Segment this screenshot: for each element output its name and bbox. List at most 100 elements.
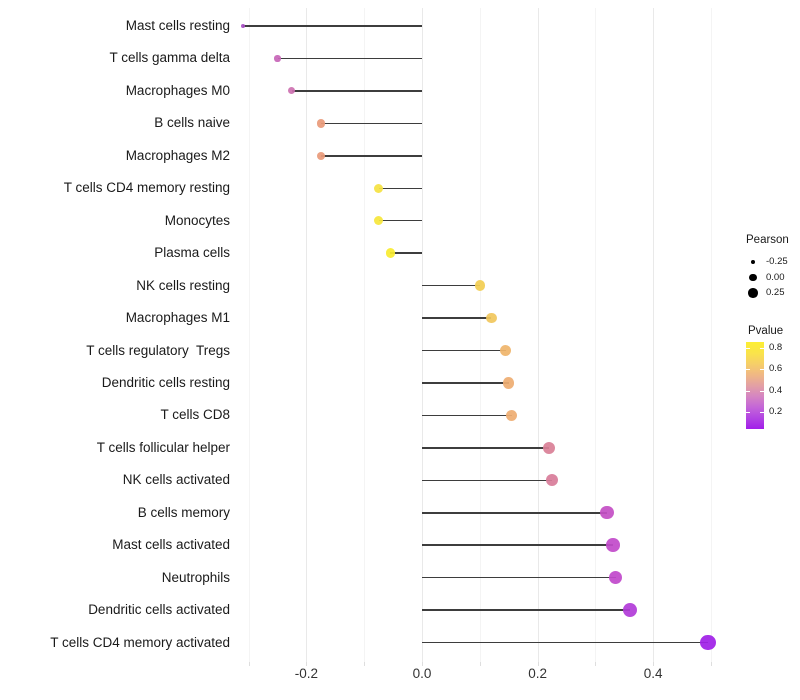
category-label: T cells follicular helper [96,439,230,455]
legend-size-dot [750,259,756,265]
lollipop-stem [291,90,422,92]
category-label: Monocytes [164,212,230,228]
category-label: T cells gamma delta [109,50,230,66]
legend-size-label: -0.25 [766,256,788,267]
lollipop-stem [422,609,631,611]
lollipop-stem [422,641,709,644]
legend-size-dot [749,273,757,282]
lollipop-dot [623,603,638,618]
category-label: B cells naive [154,115,230,131]
category-label: T cells regulatory Tregs [86,342,230,358]
lollipop-stem [277,57,422,60]
category-label: B cells memory [137,504,230,520]
colorbar-tick-label: 0.8 [769,341,783,353]
category-label: Mast cells resting [125,18,230,33]
category-label: T cells CD4 memory resting [63,180,230,196]
colorbar-tick-mark [746,412,750,413]
lollipop-stem [422,284,480,287]
category-label: T cells CD8 [160,407,230,423]
x-tick-label: 0.0 [412,666,432,681]
colorbar-tick-label: 0.2 [769,406,783,417]
lollipop-dot [374,216,384,226]
lollipop-dot [288,87,296,95]
lollipop-dot [700,634,716,651]
lollipop-dot [274,55,281,62]
lollipop-stem [242,25,422,27]
gridline-major [422,8,423,662]
colorbar-tick-mark [760,412,764,413]
category-label: Plasma cells [154,245,230,261]
colorbar-tick-label: 0.6 [769,363,783,374]
category-label: T cells CD4 memory activated [50,634,230,650]
gridline-minor [711,8,712,662]
legend-size-label: 0.25 [766,287,785,298]
lollipop-stem [422,512,607,514]
colorbar-tick-mark [746,369,750,370]
category-label: Macrophages M0 [125,82,230,98]
category-label: Dendritic cells resting [101,374,230,390]
lollipop-stem [422,479,553,482]
lollipop-dot [600,506,614,520]
colorbar-tick-mark [746,347,750,349]
lollipop-dot [545,474,559,487]
x-tick-mark [537,662,539,666]
lollipop-dot [543,441,556,454]
colorbar-tick-mark [760,369,764,370]
x-tick-mark [422,662,423,666]
x-tick-label: 0.4 [643,666,663,681]
category-label: Mast cells activated [112,537,230,553]
lollipop-dot [474,280,486,291]
gridline-major [306,8,308,662]
legend-color-title: Pvalue [748,325,784,337]
gridline-major [653,8,655,662]
gridline-minor [248,8,250,662]
plot-panel [240,8,718,662]
lollipop-stem [422,317,492,319]
lollipop-dot [608,570,623,585]
gridline-major [537,8,539,662]
lollipop-stem [378,219,422,222]
lollipop-stem [320,155,422,157]
x-tick-mark [364,662,366,666]
lollipop-stem [390,252,422,254]
lollipop-dot [505,409,518,422]
lollipop-stem [422,414,512,417]
lollipop-dot [316,119,326,128]
category-label: Macrophages M2 [125,147,230,163]
x-tick-mark [595,662,597,666]
colorbar-tick-mark [760,390,764,392]
pvalue-colorbar [746,342,764,429]
gridline-minor [479,8,481,662]
colorbar-tick-label: 0.4 [769,384,783,396]
lollipop-dot [385,248,395,258]
lollipop-stem [422,382,509,384]
x-tick-mark [711,662,712,666]
lollipop-dot [240,24,245,28]
x-tick-label: -0.2 [294,666,319,681]
colorbar-tick-mark [746,390,750,392]
x-tick-mark [306,662,308,666]
gridline-minor [364,8,366,662]
category-label: Neutrophils [161,569,230,585]
lollipop-stem [422,576,616,579]
lollipop-stem [422,349,506,352]
legend-size-title: Pearson [746,234,789,246]
legend-size-label: 0.00 [766,271,785,283]
lollipop-dot [503,377,515,389]
gridline-minor [595,8,597,662]
x-tick-mark [653,662,655,666]
x-tick-mark [479,662,481,666]
lollipop-dot [374,183,384,193]
lollipop-dot [316,151,326,160]
x-tick-mark [248,662,250,666]
category-label: Dendritic cells activated [88,602,230,618]
lollipop-stem [320,122,422,125]
lollipop-dot [500,344,512,357]
lollipop-stem [422,447,550,449]
lollipop-dot [605,538,620,552]
category-label: Macrophages M1 [125,310,230,326]
category-label: NK cells resting [136,277,230,293]
lollipop-dot [485,312,497,324]
lollipop-stem [378,187,422,189]
